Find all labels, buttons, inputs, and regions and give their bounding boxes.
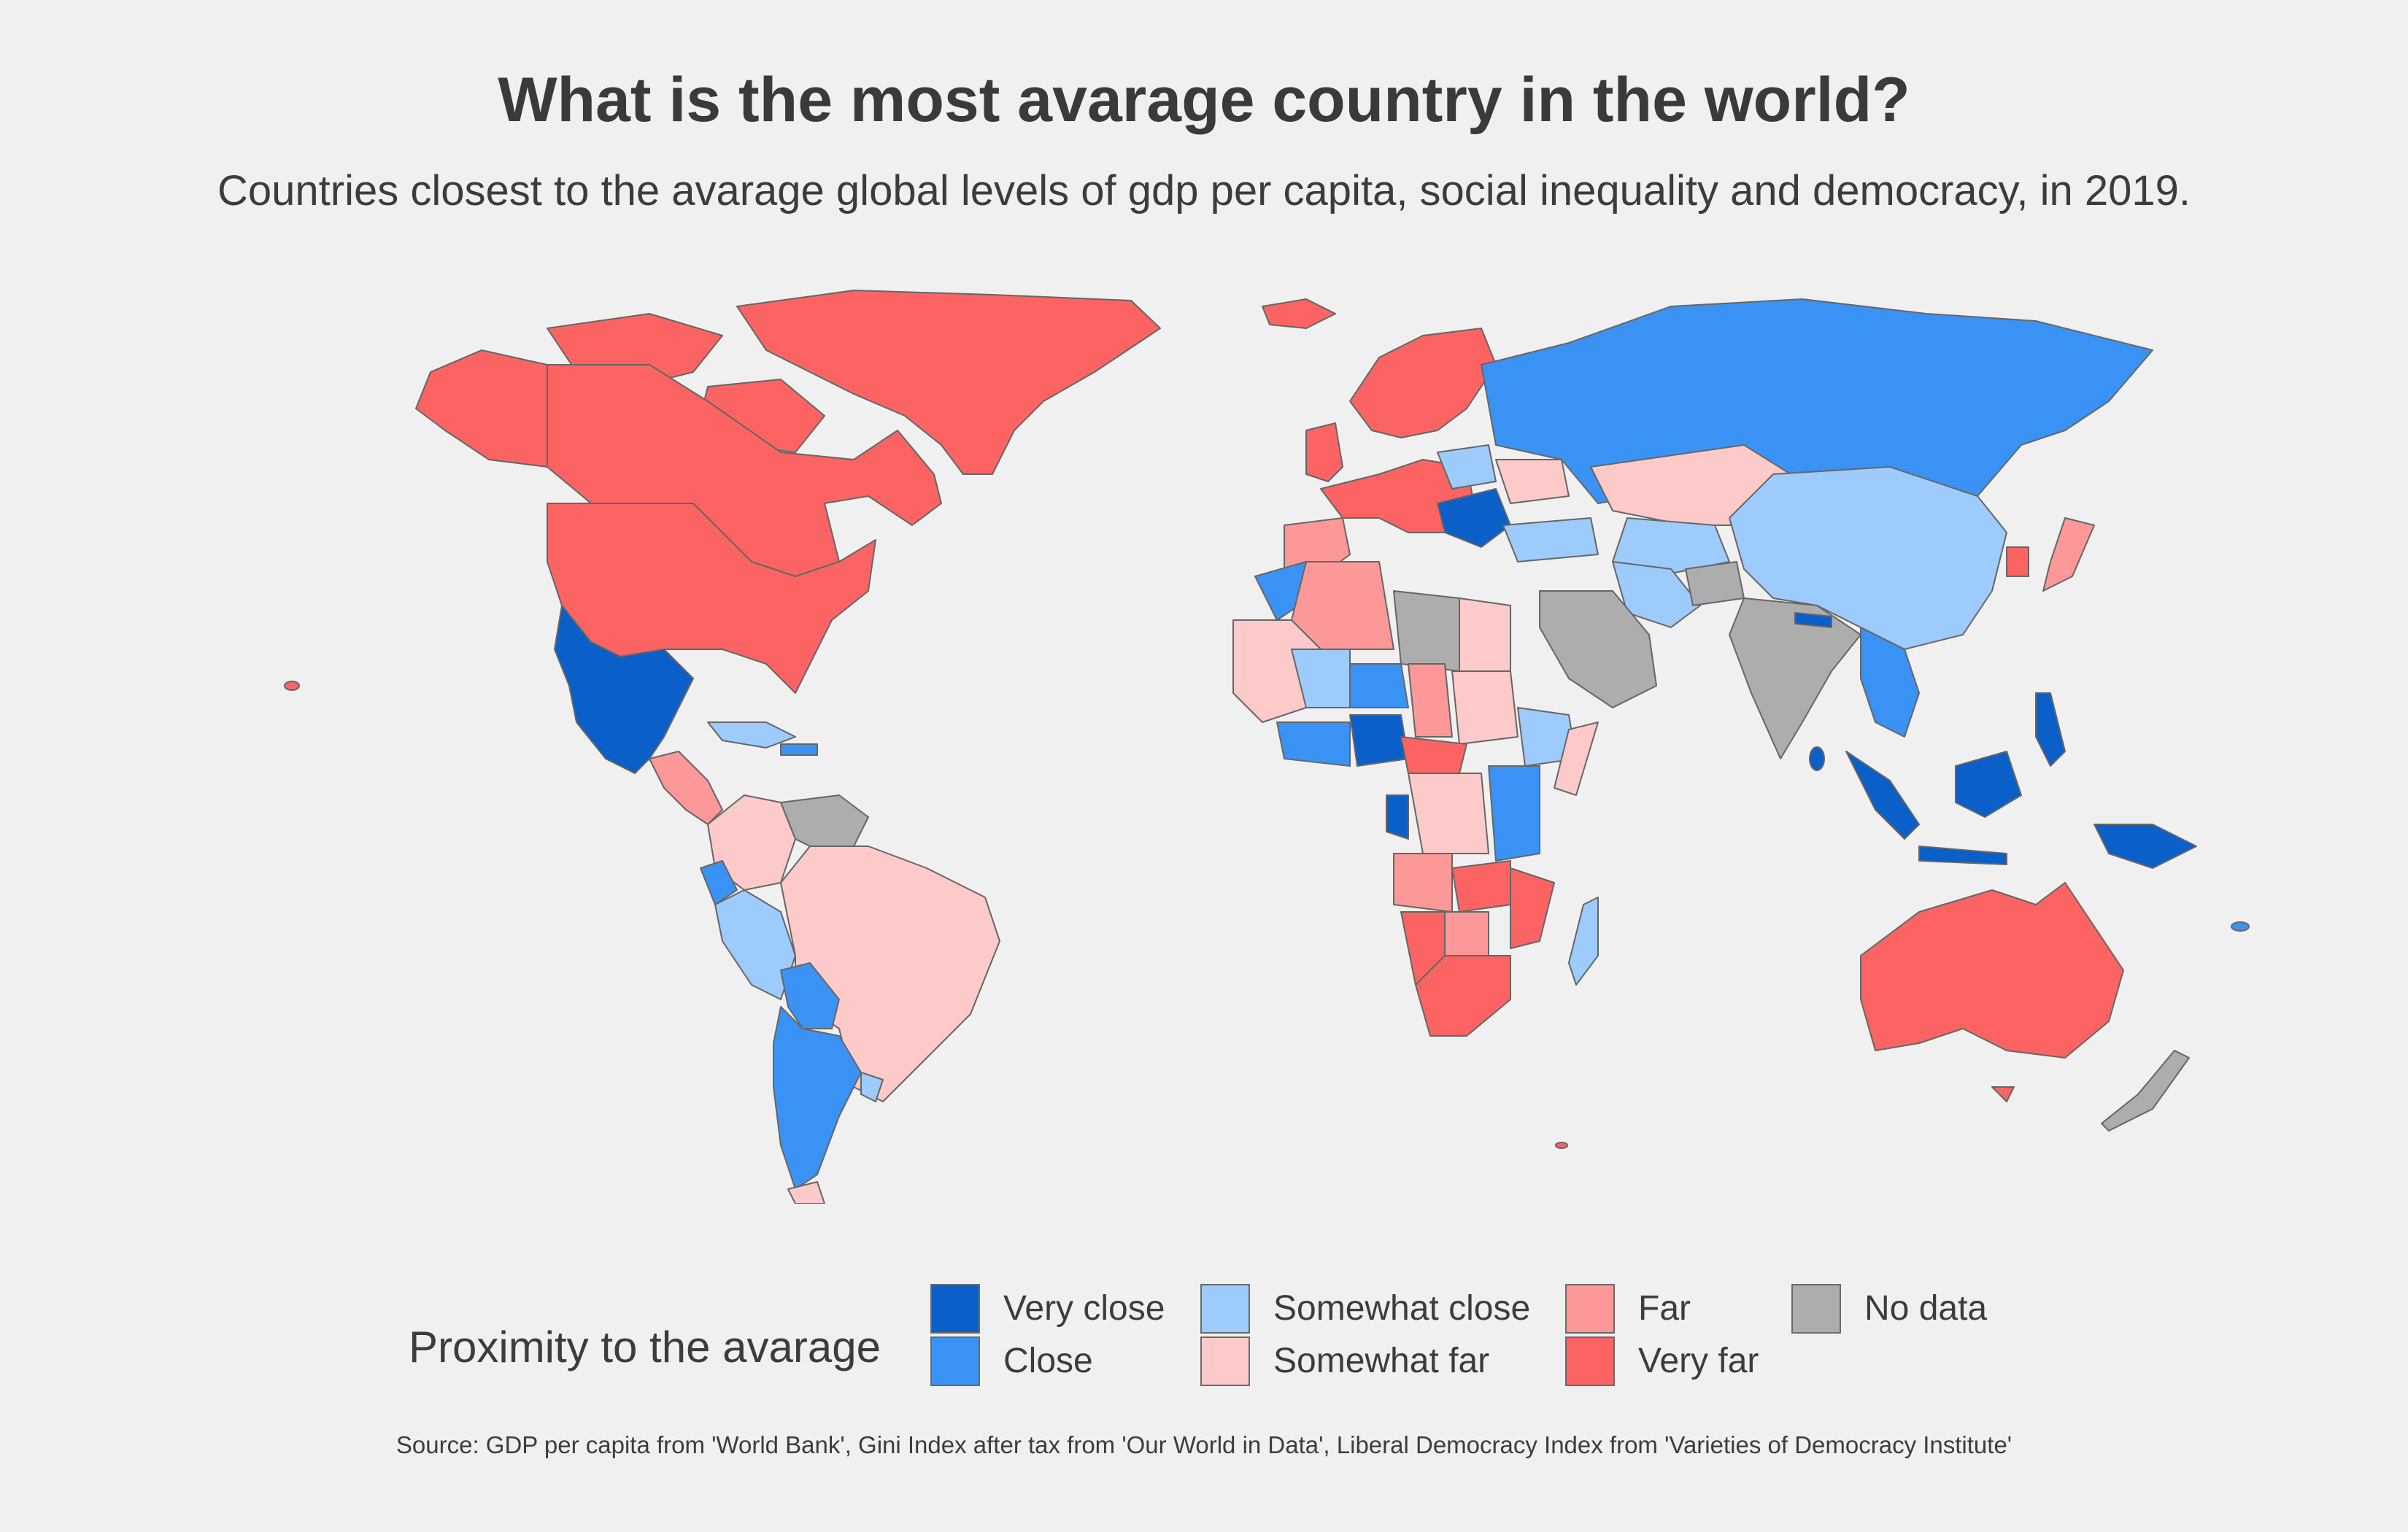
region-madagascar xyxy=(1568,897,1599,986)
region-libya xyxy=(1393,590,1460,672)
region-papua xyxy=(2094,824,2197,869)
region-central-america xyxy=(649,751,723,825)
region-balkans xyxy=(1437,488,1511,548)
region-ecuador xyxy=(700,860,738,905)
legend-label-somewhat-close: Somewhat close xyxy=(1273,1289,1531,1328)
region-sumatra xyxy=(1845,751,1920,840)
region-gulf-guinea xyxy=(1276,721,1351,767)
region-niger xyxy=(1349,663,1409,708)
region-botswana xyxy=(1444,911,1489,956)
region-india xyxy=(1729,597,1861,759)
region-car xyxy=(1400,736,1467,774)
region-turkey xyxy=(1502,517,1599,562)
region-zambia xyxy=(1451,860,1511,913)
region-somalia xyxy=(1554,721,1599,796)
region-borneo xyxy=(1955,751,2022,818)
region-gabon xyxy=(1386,794,1409,840)
region-egypt xyxy=(1459,597,1511,672)
region-caribbean xyxy=(707,721,796,748)
legend-swatch-somewhat-far xyxy=(1200,1336,1250,1386)
region-russia xyxy=(1481,298,2153,504)
region-new-zealand xyxy=(2101,1050,2190,1131)
region-south-africa xyxy=(1415,955,1511,1037)
region-greenland xyxy=(736,290,1161,475)
region-middle-east xyxy=(1539,590,1657,708)
region-uk xyxy=(1305,422,1343,482)
source-note: Source: GDP per capita from 'World Bank'… xyxy=(395,1431,2013,1458)
legend-swatch-very-close xyxy=(930,1284,980,1334)
region-nepal xyxy=(1794,612,1832,628)
legend-label-no-data: No data xyxy=(1864,1289,1988,1328)
map-legend: Proximity to the avarage Very close Clos… xyxy=(409,1284,2087,1415)
region-algeria xyxy=(1291,561,1394,650)
region-poland xyxy=(1437,444,1497,490)
legend-title: Proximity to the avarage xyxy=(409,1323,881,1372)
region-sri-lanka xyxy=(1809,746,1825,771)
region-sudan xyxy=(1451,670,1518,745)
region-pacific-island xyxy=(2231,921,2250,932)
region-argentina xyxy=(773,1006,862,1190)
legend-label-very-close: Very close xyxy=(1003,1289,1165,1328)
region-atlantic-island xyxy=(1555,1142,1568,1149)
region-nigeria xyxy=(1349,714,1409,767)
region-java xyxy=(1918,846,2007,865)
world-map xyxy=(139,285,2284,1204)
region-scandinavia xyxy=(1349,328,1497,438)
region-iceland xyxy=(1262,298,1336,329)
region-east-africa xyxy=(1488,765,1540,862)
legend-swatch-no-data xyxy=(1791,1284,1841,1334)
region-tierra-del-fuego xyxy=(787,1181,825,1204)
legend-label-very-far: Very far xyxy=(1638,1342,1759,1380)
region-ukraine xyxy=(1495,459,1570,504)
legend-swatch-far xyxy=(1565,1284,1615,1334)
region-japan xyxy=(2042,517,2095,592)
region-hawaii xyxy=(284,681,300,691)
region-southeast-asia xyxy=(1860,627,1920,738)
region-uruguay xyxy=(860,1072,884,1102)
region-mexico xyxy=(554,605,694,774)
region-alaska xyxy=(415,349,563,468)
region-caribbean-2 xyxy=(780,743,818,756)
legend-swatch-very-far xyxy=(1565,1336,1615,1386)
region-australia xyxy=(1860,882,2124,1059)
region-philippines xyxy=(2035,692,2066,767)
region-angola xyxy=(1393,853,1453,913)
legend-label-close: Close xyxy=(1003,1342,1093,1380)
region-mozambique xyxy=(1510,867,1555,949)
map-subtitle: Countries closest to the avarage global … xyxy=(217,167,2191,214)
region-korea xyxy=(2006,546,2029,577)
legend-swatch-somewhat-close xyxy=(1200,1284,1250,1334)
legend-label-far: Far xyxy=(1638,1289,1691,1328)
legend-label-somewhat-far: Somewhat far xyxy=(1273,1342,1490,1380)
map-title: What is the most avarage country in the … xyxy=(498,65,1910,135)
region-chad xyxy=(1408,663,1453,738)
region-drc xyxy=(1408,773,1489,854)
region-iran xyxy=(1612,561,1701,628)
region-tasmania xyxy=(1991,1086,2015,1102)
region-bolivia xyxy=(780,962,840,1029)
region-afghanistan xyxy=(1685,561,1745,606)
legend-swatch-close xyxy=(930,1336,980,1386)
